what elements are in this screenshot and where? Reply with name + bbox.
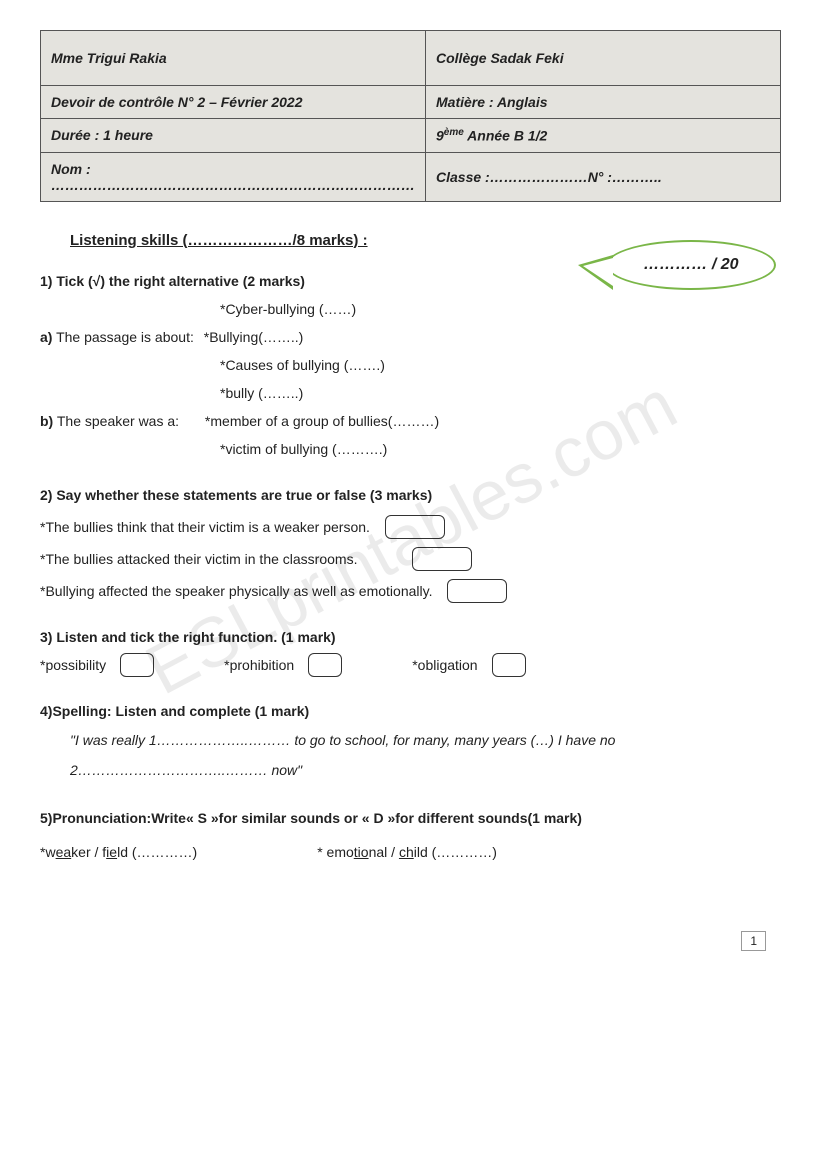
p2u2: ch: [399, 844, 414, 860]
grade-suffix: Année B 1/2: [464, 128, 548, 144]
q5: 5)Pronunciation:Write« S »for similar so…: [40, 804, 781, 866]
q2-heading: 2) Say whether these statements are true…: [40, 487, 432, 503]
grade-prefix: 9: [436, 128, 444, 144]
name-cell[interactable]: Nom : ……………………………………………………………………: [41, 152, 426, 201]
page-number: 1: [741, 931, 766, 951]
p2u: tio: [354, 844, 369, 860]
q3-o3: *obligation: [412, 651, 477, 679]
q2: 2) Say whether these statements are true…: [40, 481, 781, 605]
q4-heading: 4)Spelling: Listen and complete (1 mark): [40, 703, 309, 719]
q1a-opt2[interactable]: *Bullying(……..): [204, 329, 304, 345]
tf-box-1[interactable]: [385, 515, 445, 539]
q1a-opt1[interactable]: *Cyber-bullying (……): [40, 295, 781, 323]
exam-cell: Devoir de contrôle N° 2 – Février 2022: [41, 86, 426, 119]
p1u2: ie: [106, 844, 117, 860]
p2b: nal /: [369, 844, 399, 860]
teacher-cell: Mme Trigui Rakia: [41, 31, 426, 86]
p1u: ea: [56, 844, 72, 860]
q4-text[interactable]: "I was really 1………………..……… to go to scho…: [40, 725, 781, 787]
q2-s1: *The bullies think that their victim is …: [40, 513, 370, 541]
q1-heading: 1) Tick (√) the right alternative (2 mar…: [40, 273, 305, 289]
q2-s3: *Bullying affected the speaker physicall…: [40, 577, 432, 605]
grade-cell: 9ème Année B 1/2: [426, 119, 781, 153]
q5-heading: 5)Pronunciation:Write« S »for similar so…: [40, 810, 582, 826]
duration-cell: Durée : 1 heure: [41, 119, 426, 153]
p1b: ker / f: [71, 844, 106, 860]
q5-pair1[interactable]: *weaker / field (…………): [40, 838, 197, 866]
q1a-text: The passage is about:: [56, 329, 194, 345]
class-cell[interactable]: Classe :…………………N° :………..: [426, 152, 781, 201]
q4: 4)Spelling: Listen and complete (1 mark)…: [40, 697, 781, 787]
q1a-label: a): [40, 329, 52, 345]
q3: 3) Listen and tick the right function. (…: [40, 623, 781, 679]
q2-s2: *The bullies attacked their victim in th…: [40, 545, 357, 573]
q3-o2: *prohibition: [224, 651, 294, 679]
school-cell: Collège Sadak Feki: [426, 31, 781, 86]
q1b-label: b): [40, 413, 53, 429]
p2a: * emo: [317, 844, 354, 860]
q1b-text: The speaker was a:: [57, 413, 179, 429]
p2c: ild (…………): [414, 844, 497, 860]
q5-pair2[interactable]: * emotional / child (…………): [317, 838, 497, 866]
q1a-opt3[interactable]: *Causes of bullying (…….): [40, 351, 781, 379]
q3-box1[interactable]: [120, 653, 154, 677]
q1b-opt1[interactable]: *bully (……..): [40, 379, 781, 407]
subject-cell: Matière : Anglais: [426, 86, 781, 119]
q3-box2[interactable]: [308, 653, 342, 677]
score-bubble: ………… / 20: [606, 240, 776, 290]
score-text: ………… / 20: [643, 256, 738, 274]
q1: 1) Tick (√) the right alternative (2 mar…: [40, 267, 781, 463]
p1c: ld (…………): [117, 844, 197, 860]
q1b-opt2[interactable]: *member of a group of bullies(………): [205, 413, 439, 429]
q3-box3[interactable]: [492, 653, 526, 677]
q3-heading: 3) Listen and tick the right function. (…: [40, 629, 336, 645]
grade-sup: ème: [444, 127, 464, 138]
tf-box-3[interactable]: [447, 579, 507, 603]
q1b-opt3[interactable]: *victim of bullying (……….): [40, 435, 781, 463]
header-table: Mme Trigui Rakia Collège Sadak Feki Devo…: [40, 30, 781, 202]
p1a: w: [45, 844, 55, 860]
tf-box-2[interactable]: [412, 547, 472, 571]
q3-o1: *possibility: [40, 651, 106, 679]
